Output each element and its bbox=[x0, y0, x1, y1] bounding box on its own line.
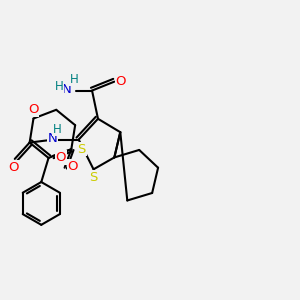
Text: S: S bbox=[89, 171, 98, 184]
Text: H: H bbox=[70, 73, 79, 86]
Text: O: O bbox=[56, 151, 66, 164]
Text: N: N bbox=[48, 132, 58, 145]
Text: O: O bbox=[28, 103, 39, 116]
Text: H: H bbox=[52, 123, 61, 136]
Text: O: O bbox=[68, 160, 78, 173]
Text: O: O bbox=[116, 75, 126, 88]
Text: S: S bbox=[77, 143, 86, 156]
Text: O: O bbox=[8, 161, 19, 174]
Text: N: N bbox=[61, 82, 71, 96]
Text: H: H bbox=[55, 80, 64, 93]
